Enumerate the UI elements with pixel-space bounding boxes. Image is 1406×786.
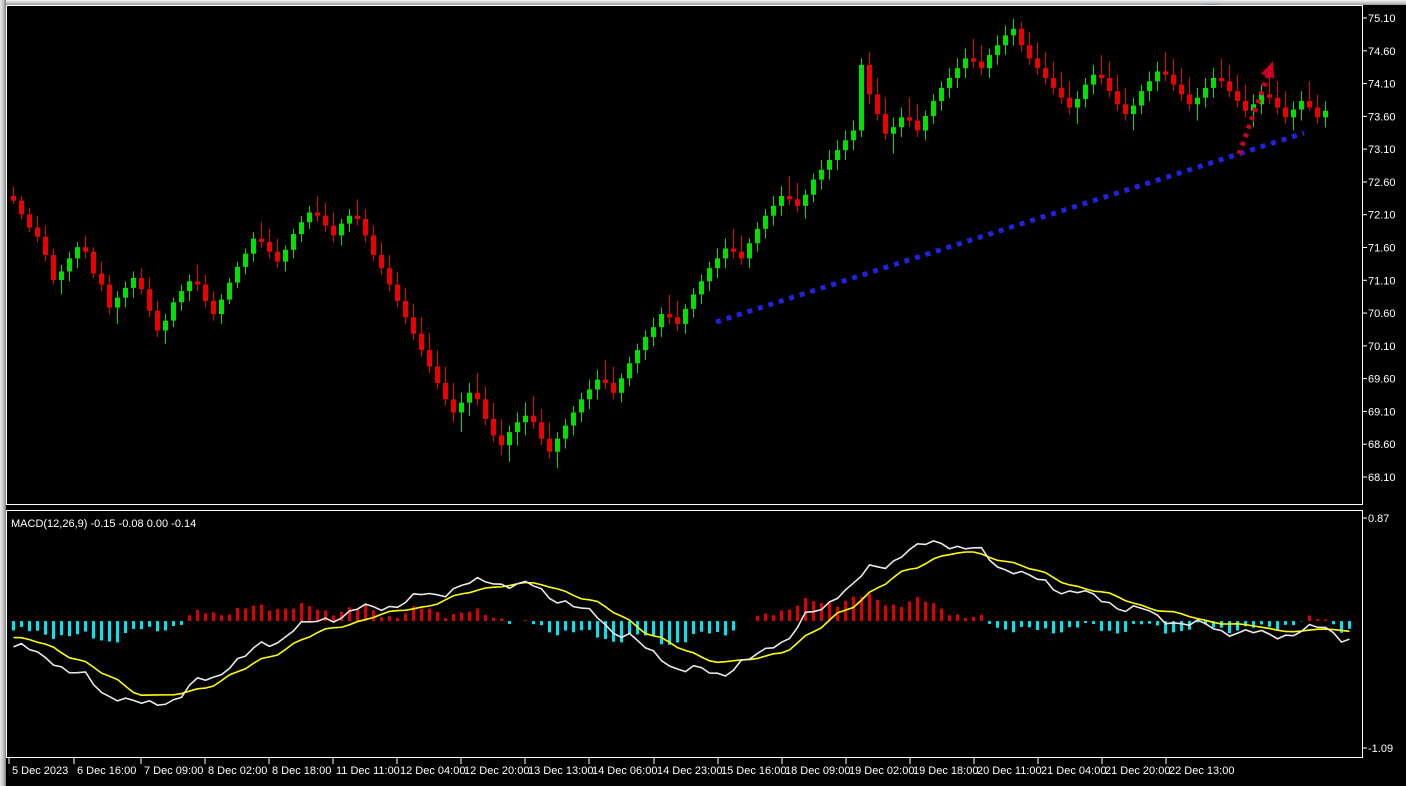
window-left-rail: [0, 0, 6, 786]
svg-text:69.10: 69.10: [1368, 406, 1396, 418]
macd-indicator-panel[interactable]: MACD(12,26,9) -0.15 -0.08 0.00 -0.14: [6, 510, 1363, 758]
svg-text:21 Dec 04:00: 21 Dec 04:00: [1041, 765, 1106, 777]
macd-axis-panel[interactable]: 0.87 -1.09: [1362, 510, 1406, 758]
svg-text:5 Dec 2023: 5 Dec 2023: [12, 765, 68, 777]
svg-text:14 Dec 06:00: 14 Dec 06:00: [592, 765, 657, 777]
svg-text:19 Dec 02:00: 19 Dec 02:00: [849, 765, 914, 777]
svg-text:73.60: 73.60: [1368, 111, 1396, 123]
svg-text:68.10: 68.10: [1368, 472, 1396, 484]
svg-text:15 Dec 16:00: 15 Dec 16:00: [721, 765, 786, 777]
svg-text:-1.09: -1.09: [1368, 743, 1393, 755]
svg-text:21 Dec 20:00: 21 Dec 20:00: [1105, 765, 1170, 777]
svg-text:72.60: 72.60: [1368, 177, 1396, 189]
svg-text:7 Dec 09:00: 7 Dec 09:00: [144, 765, 203, 777]
svg-text:11 Dec 11:00: 11 Dec 11:00: [336, 765, 400, 777]
svg-text:12 Dec 04:00: 12 Dec 04:00: [400, 765, 465, 777]
svg-text:69.60: 69.60: [1368, 374, 1396, 386]
macd-title-label: MACD(12,26,9) -0.15 -0.08 0.00 -0.14: [11, 518, 197, 530]
svg-text:0.87: 0.87: [1368, 513, 1389, 525]
svg-text:8 Dec 18:00: 8 Dec 18:00: [272, 765, 331, 777]
svg-text:75.10: 75.10: [1368, 13, 1396, 25]
price-axis-panel[interactable]: 75.10 74.60 74.10 73.60 73.10 72.60 72.10 71.60…: [1362, 5, 1406, 505]
macd-axis-canvas: 0.87 -1.09: [1363, 513, 1393, 755]
macd-canvas: [12, 539, 1351, 706]
svg-text:73.10: 73.10: [1368, 144, 1396, 156]
svg-text:72.10: 72.10: [1368, 210, 1396, 222]
svg-text:68.60: 68.60: [1368, 439, 1396, 451]
svg-text:70.10: 70.10: [1368, 341, 1396, 353]
svg-text:18 Dec 09:00: 18 Dec 09:00: [785, 765, 850, 777]
svg-text:19 Dec 18:00: 19 Dec 18:00: [913, 765, 978, 777]
price-chart-panel[interactable]: [6, 5, 1363, 505]
svg-text:74.60: 74.60: [1368, 46, 1396, 58]
svg-text:8 Dec 02:00: 8 Dec 02:00: [208, 765, 267, 777]
svg-text:74.10: 74.10: [1368, 79, 1396, 91]
svg-text:71.10: 71.10: [1368, 275, 1396, 287]
svg-text:14 Dec 23:00: 14 Dec 23:00: [657, 765, 722, 777]
time-axis[interactable]: 5 Dec 2023 6 Dec 16:00 7 Dec 09:00 8 Dec 02…: [6, 758, 1406, 786]
svg-text:70.60: 70.60: [1368, 308, 1396, 320]
price-axis-canvas: 75.10 74.60 74.10 73.60 73.10 72.60 72.10 71.60…: [1363, 13, 1396, 484]
svg-text:6 Dec 16:00: 6 Dec 16:00: [77, 765, 136, 777]
svg-text:12 Dec 20:00: 12 Dec 20:00: [464, 765, 529, 777]
svg-text:22 Dec 13:00: 22 Dec 13:00: [1169, 765, 1234, 777]
price-chart-canvas: [11, 19, 1328, 469]
svg-text:71.60: 71.60: [1368, 243, 1396, 255]
window-top-chrome: [0, 0, 1406, 5]
time-axis-canvas: 5 Dec 2023 6 Dec 16:00 7 Dec 09:00 8 Dec 02…: [8, 758, 1234, 777]
svg-text:20 Dec 11:00: 20 Dec 11:00: [977, 765, 1042, 777]
svg-text:13 Dec 13:00: 13 Dec 13:00: [528, 765, 593, 777]
